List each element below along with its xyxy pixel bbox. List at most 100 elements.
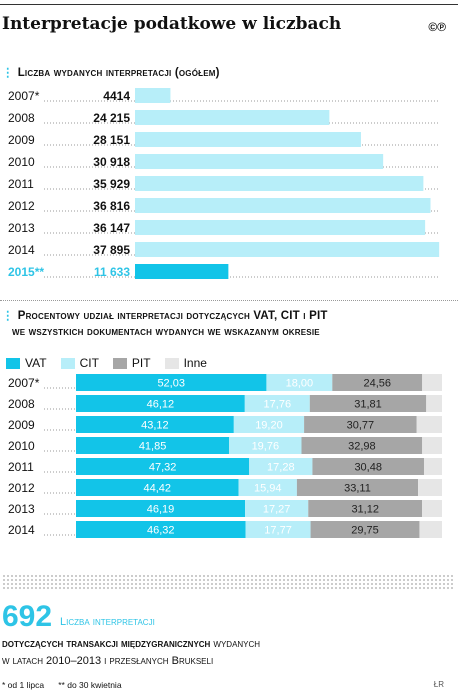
credit: ŁR	[433, 680, 444, 689]
chart2-segment-vat	[76, 395, 245, 412]
chart2-subtitle-2: we wszystkich dokumentach wydanych we ws…	[12, 326, 320, 338]
chart2-category-label: 2012	[8, 481, 35, 495]
page-title: Interpretacje podatkowe w liczbach	[2, 14, 342, 34]
chart1-category-label: 2013	[8, 221, 35, 235]
chart2-segment-inne	[416, 416, 442, 433]
chart1-value-label: 11 633	[94, 265, 130, 279]
chart2-segment-cit	[238, 479, 297, 496]
chart2-segment-label: 46,32	[147, 525, 175, 537]
legend-inne: Inne	[164, 356, 207, 370]
divider	[0, 300, 458, 301]
chart2-category-label: 2013	[8, 502, 35, 516]
chart2-category-label: 2011	[8, 460, 34, 474]
chart2-segment-label: 17,28	[267, 462, 295, 474]
chart2-category-label: 2007*	[8, 376, 40, 390]
stat-number: 692	[2, 600, 53, 633]
chart2-segment-inne	[422, 437, 442, 454]
chart2-segment-vat	[76, 521, 246, 538]
chart2-segment-vat	[76, 374, 267, 391]
chart1-value-label: 35 929	[93, 177, 130, 191]
chart2-segment-pit	[309, 395, 427, 412]
chart2-segment-label: 32,98	[348, 441, 376, 453]
chart1-category-label: 2011	[8, 177, 34, 191]
chart2-segment-pit	[296, 479, 419, 496]
chart2-segment-label: 47,32	[149, 462, 177, 474]
chart2-segment-vat	[76, 500, 246, 517]
chart1-value-label: 28 151	[93, 133, 130, 147]
chart2-segment-pit	[304, 416, 417, 433]
chart2-segment-inne	[426, 395, 442, 412]
chart2-segment-cit	[266, 374, 333, 391]
chart1-bar	[135, 198, 431, 213]
chart2-segment-inne	[422, 500, 442, 517]
stat-line1: dotyczących transakcji międzygranicznych…	[2, 638, 261, 650]
chart1-bar	[135, 132, 361, 147]
chart2-segment-label: 52,03	[157, 378, 185, 390]
chart2-segment-label: 43,12	[141, 420, 169, 432]
chart1-bar	[135, 220, 426, 235]
chart2-segment-label: 41,85	[139, 441, 167, 453]
chart1-bar	[135, 88, 171, 103]
chart1-category-label: 2009	[8, 133, 35, 147]
chart2-segment-label: 18,00	[286, 378, 314, 390]
chart2-segment-label: 33,11	[344, 483, 371, 495]
chart2-segment-pit	[332, 374, 423, 391]
legend-pit: PIT	[112, 356, 151, 370]
legend-vat: VAT	[6, 356, 47, 370]
legend-cit: CIT	[60, 356, 99, 370]
chart1-svg: 2007* 4414 2008 24 215 2009 28 151 2010 30 918 2…	[8, 88, 440, 279]
chart1-value-label: 4414	[103, 89, 130, 103]
dot-pattern-band	[2, 574, 454, 590]
chart2-category-label: 2008	[8, 397, 35, 411]
chart2-segment-pit	[301, 437, 423, 454]
stat-line2: w latach 2010–2013 i przesłanych Bruksel…	[2, 655, 214, 667]
chart2-segment-pit	[310, 521, 420, 538]
chart2-segment-label: 31,12	[351, 504, 379, 516]
chart2-segment-vat	[76, 416, 234, 433]
chart2-segment-label: 19,76	[252, 441, 280, 453]
chart1-subtitle: ⋮ Liczba wydanych interpretacji (ogółem)	[2, 67, 220, 79]
chart2-segment-pit	[308, 500, 423, 517]
chart1-bar	[135, 264, 229, 279]
chart1-bar	[135, 176, 424, 191]
chart1-bar	[135, 154, 384, 169]
chart2-segment-cit	[229, 437, 302, 454]
chart1-value-label: 36 816	[93, 199, 130, 213]
chart1-category-label: 2008	[8, 111, 35, 125]
chart2-svg: 2007* 52,03 18,00 24,56 2008 46,12 17,76 31,81 2…	[8, 374, 442, 538]
chart1-value-label: 30 918	[93, 155, 130, 169]
chart1-value-label: 37 895	[93, 243, 130, 257]
chart2-legend: VAT CIT PIT Inne	[6, 356, 207, 370]
chart2-subtitle-1: ⋮ Procentowy udział interpretacji dotyczą…	[2, 310, 328, 322]
chart2-segment-label: 44,42	[144, 483, 172, 495]
top-rule	[0, 4, 458, 5]
chart2-segment-vat	[76, 479, 239, 496]
brand-logo: ©℗	[428, 20, 446, 34]
chart2-segment-label: 30,48	[354, 462, 382, 474]
chart1-category-label: 2007*	[8, 89, 40, 103]
chart2-segment-inne	[419, 521, 442, 538]
chart2-segment-cit	[244, 395, 310, 412]
chart2-segment-label: 30,77	[347, 420, 375, 432]
chart2-category-label: 2010	[8, 439, 35, 453]
chart2-segment-inne	[418, 479, 442, 496]
chart2-segment-inne	[423, 458, 442, 475]
chart2-segment-vat	[76, 458, 250, 475]
stat-label: Liczba interpretacji	[60, 616, 155, 628]
chart2-category-label: 2014	[8, 523, 35, 537]
footnotes: * od 1 lipca ** do 30 kwietnia	[2, 680, 122, 690]
chart2-segment-label: 17,27	[263, 504, 291, 516]
chart2-segment-label: 31,81	[354, 399, 382, 411]
chart2-segment-cit	[245, 521, 311, 538]
chart1-value-label: 36 147	[93, 221, 130, 235]
chart2-segment-label: 15,94	[254, 483, 282, 495]
chart1-bar	[135, 110, 330, 125]
chart1-value-label: 24 215	[93, 111, 130, 125]
chart2-segment-label: 17,77	[264, 525, 292, 537]
chart2-segment-label: 29,75	[351, 525, 379, 537]
chart2-segment-label: 19,20	[255, 420, 283, 432]
chart2-category-label: 2009	[8, 418, 35, 432]
chart1-category-label: 2014	[8, 243, 35, 257]
chart1-category-label: 2010	[8, 155, 35, 169]
chart1-category-label: 2012	[8, 199, 35, 213]
